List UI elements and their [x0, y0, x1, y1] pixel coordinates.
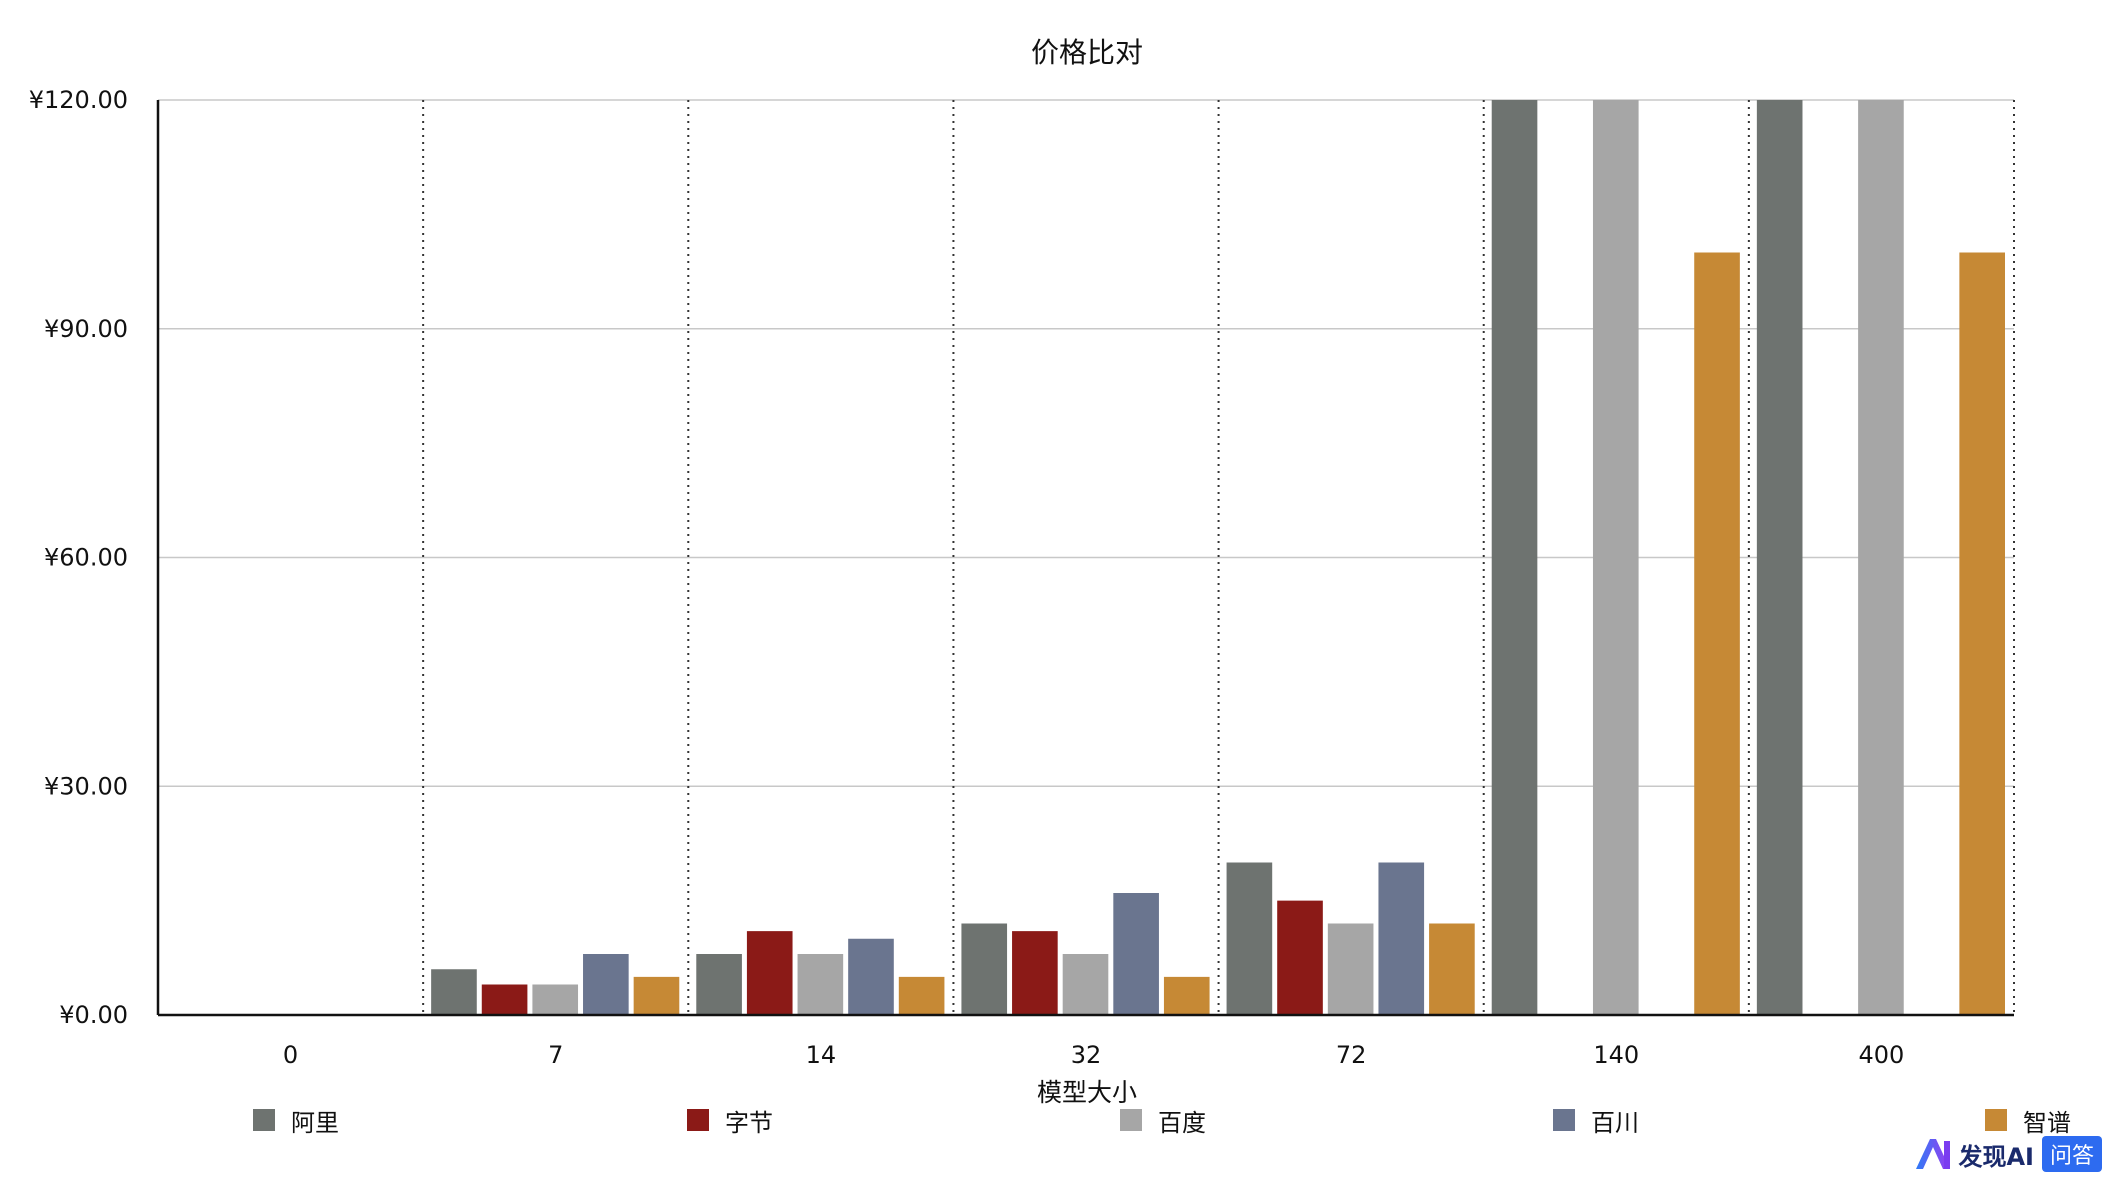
- bar: [1163, 976, 1210, 1015]
- legend-swatch: [1985, 1109, 2007, 1131]
- legend-item: 智谱: [1985, 1100, 2071, 1140]
- x-tick-label: 140: [1593, 1041, 1639, 1069]
- bar: [1491, 100, 1538, 1015]
- legend-item: 百度: [1120, 1100, 1206, 1140]
- x-tick-label: 0: [283, 1041, 298, 1069]
- legend-swatch: [253, 1109, 275, 1131]
- bar: [1378, 862, 1425, 1015]
- bar: [1756, 100, 1803, 1015]
- bar: [1327, 923, 1374, 1015]
- y-tick-label: ¥0.00: [59, 1001, 128, 1029]
- bar: [1429, 923, 1475, 1015]
- bar: [1012, 931, 1058, 1015]
- legend-label: 智谱: [2023, 1108, 2071, 1137]
- y-tick-label: ¥30.00: [44, 772, 128, 800]
- x-tick-label: 32: [1071, 1041, 1102, 1069]
- bar: [1062, 954, 1109, 1015]
- bars: [431, 100, 2005, 1015]
- bar: [583, 954, 629, 1015]
- legend-item: 百川: [1553, 1100, 1639, 1140]
- bar: [481, 984, 528, 1015]
- bar: [961, 923, 1008, 1015]
- bar: [1226, 862, 1273, 1015]
- x-tick-label: 7: [548, 1041, 563, 1069]
- bar: [1592, 100, 1639, 1015]
- y-tick-label: ¥120.00: [29, 86, 128, 114]
- legend-label: 阿里: [291, 1108, 339, 1137]
- y-tick-label: ¥90.00: [44, 315, 128, 343]
- legend: 阿里 字节 百度 百川 智谱: [0, 1100, 2110, 1140]
- legend-label: 百度: [1158, 1108, 1206, 1137]
- watermark-badge: 问答: [2041, 1136, 2102, 1172]
- x-tick-label: 400: [1859, 1041, 1905, 1069]
- y-tick-label: ¥60.00: [44, 544, 128, 572]
- y-tick-labels: ¥0.00 ¥30.00 ¥60.00 ¥90.00 ¥120.00: [29, 86, 128, 1029]
- x-tick-labels: 0 7 14 32 72 140 400: [283, 1041, 1904, 1069]
- brand-logo-icon: [1916, 1139, 1951, 1169]
- watermark: 发现AI 问答: [1914, 1134, 2102, 1174]
- x-tick-label: 72: [1336, 1041, 1367, 1069]
- x-axis-label: 模型大小: [1037, 1078, 1137, 1107]
- bar: [746, 931, 793, 1015]
- watermark-brand: 发现AI: [1958, 1142, 2034, 1171]
- x-tick-label: 14: [806, 1041, 837, 1069]
- legend-swatch: [1553, 1109, 1575, 1131]
- chart-title: 价格比对: [1031, 36, 1143, 69]
- legend-swatch: [687, 1109, 709, 1131]
- bar: [696, 954, 742, 1015]
- legend-item: 阿里: [253, 1100, 339, 1140]
- bar: [1113, 893, 1159, 1015]
- legend-label: 百川: [1591, 1108, 1639, 1137]
- bar: [797, 954, 844, 1015]
- bar: [1277, 900, 1323, 1015]
- legend-item: 字节: [687, 1100, 773, 1140]
- bar: [633, 976, 680, 1015]
- legend-label: 字节: [725, 1108, 773, 1137]
- axes: [156, 100, 2014, 1017]
- legend-swatch: [1120, 1109, 1142, 1131]
- bar: [532, 984, 579, 1015]
- bar: [1694, 252, 1740, 1015]
- bar: [1858, 100, 1904, 1015]
- bar: [431, 969, 477, 1015]
- bar: [1959, 252, 2005, 1015]
- bar: [848, 938, 894, 1015]
- bar: [898, 976, 945, 1015]
